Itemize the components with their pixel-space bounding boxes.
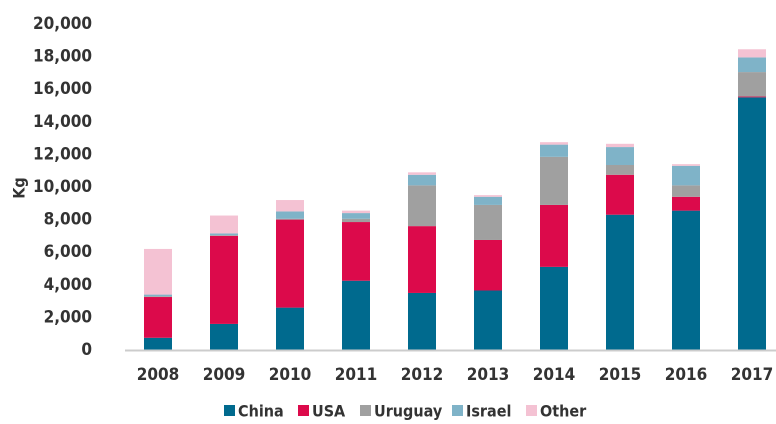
- legend-label: USA: [312, 402, 346, 421]
- bar-segment: [342, 222, 370, 281]
- bar-segment: [276, 211, 304, 219]
- bar-segment: [540, 142, 568, 145]
- y-tick-label: 2,000: [44, 307, 92, 327]
- bar-segment: [606, 143, 634, 148]
- y-tick-label: 10,000: [33, 177, 92, 197]
- bar-segment: [540, 266, 568, 350]
- x-tick-label: 2014: [533, 365, 576, 385]
- bar-segment: [738, 49, 766, 58]
- legend-label: Israel: [466, 402, 511, 421]
- bar-segment: [474, 239, 502, 291]
- y-tick-label: 18,000: [33, 47, 92, 67]
- bar-segment: [672, 196, 700, 211]
- bar-segment: [474, 290, 502, 350]
- bar-segment: [276, 219, 304, 308]
- bar-segment: [474, 204, 502, 240]
- bar-segment: [210, 233, 238, 236]
- bar-segment: [276, 218, 304, 220]
- x-tick-label: 2009: [203, 365, 246, 385]
- bar-segment: [342, 210, 370, 214]
- bar-segment: [738, 72, 766, 97]
- bar-segment: [672, 185, 700, 197]
- y-tick-label: 6,000: [44, 242, 92, 262]
- bar-segment: [408, 172, 436, 175]
- bar-segment: [144, 248, 172, 295]
- bar-segment: [474, 196, 502, 205]
- legend-swatch: [224, 405, 235, 416]
- bar-segment: [210, 323, 238, 350]
- y-tick-label: 4,000: [44, 275, 92, 295]
- x-tick-label: 2013: [467, 365, 510, 385]
- bar-segment: [210, 235, 238, 236]
- legend-label: China: [238, 402, 284, 421]
- y-axis-label: Kg: [10, 177, 29, 198]
- bar-segment: [540, 144, 568, 157]
- x-tick-label: 2016: [665, 365, 708, 385]
- bar-segment: [606, 174, 634, 215]
- bar-segment: [474, 195, 502, 197]
- y-tick-label: 12,000: [33, 144, 92, 164]
- bar-segment: [210, 235, 238, 324]
- bar-segment: [738, 96, 766, 98]
- legend-swatch: [452, 405, 463, 416]
- y-tick-label: 16,000: [33, 79, 92, 99]
- y-tick-label: 8,000: [44, 210, 92, 230]
- legend-label: Uruguay: [374, 402, 443, 421]
- bar-segment: [144, 337, 172, 350]
- bar-segment: [738, 97, 766, 350]
- legend-swatch: [526, 405, 537, 416]
- bar-segment: [672, 164, 700, 166]
- bar-segment: [408, 292, 436, 350]
- legend-label: Other: [540, 402, 587, 421]
- bar-segment: [606, 164, 634, 175]
- bar-segment: [342, 280, 370, 350]
- bar-segment: [408, 226, 436, 293]
- bar-segment: [408, 174, 436, 186]
- bar-segment: [342, 218, 370, 223]
- x-tick-label: 2011: [335, 365, 378, 385]
- bar-segment: [144, 296, 172, 298]
- y-tick-label: 14,000: [33, 112, 92, 132]
- legend-swatch: [360, 405, 371, 416]
- bar-segment: [144, 294, 172, 297]
- bar-segment: [672, 165, 700, 186]
- bar-segment: [606, 147, 634, 165]
- y-tick-label: 20,000: [33, 14, 92, 34]
- bar-segment: [408, 185, 436, 227]
- bar-segment: [276, 200, 304, 212]
- x-tick-label: 2017: [731, 365, 774, 385]
- bar-segment: [276, 307, 304, 350]
- x-tick-label: 2015: [599, 365, 642, 385]
- bar-segment: [672, 210, 700, 350]
- bar-segment: [342, 213, 370, 219]
- bar-segment: [540, 204, 568, 267]
- bar-segment: [540, 156, 568, 205]
- bar-segment: [606, 214, 634, 350]
- bar-segment: [144, 297, 172, 338]
- bar-segment: [210, 215, 238, 234]
- x-tick-label: 2010: [269, 365, 312, 385]
- x-tick-label: 2008: [137, 365, 180, 385]
- legend-swatch: [298, 405, 309, 416]
- x-tick-label: 2012: [401, 365, 444, 385]
- y-tick-label: 0: [81, 340, 92, 360]
- bar-segment: [738, 57, 766, 73]
